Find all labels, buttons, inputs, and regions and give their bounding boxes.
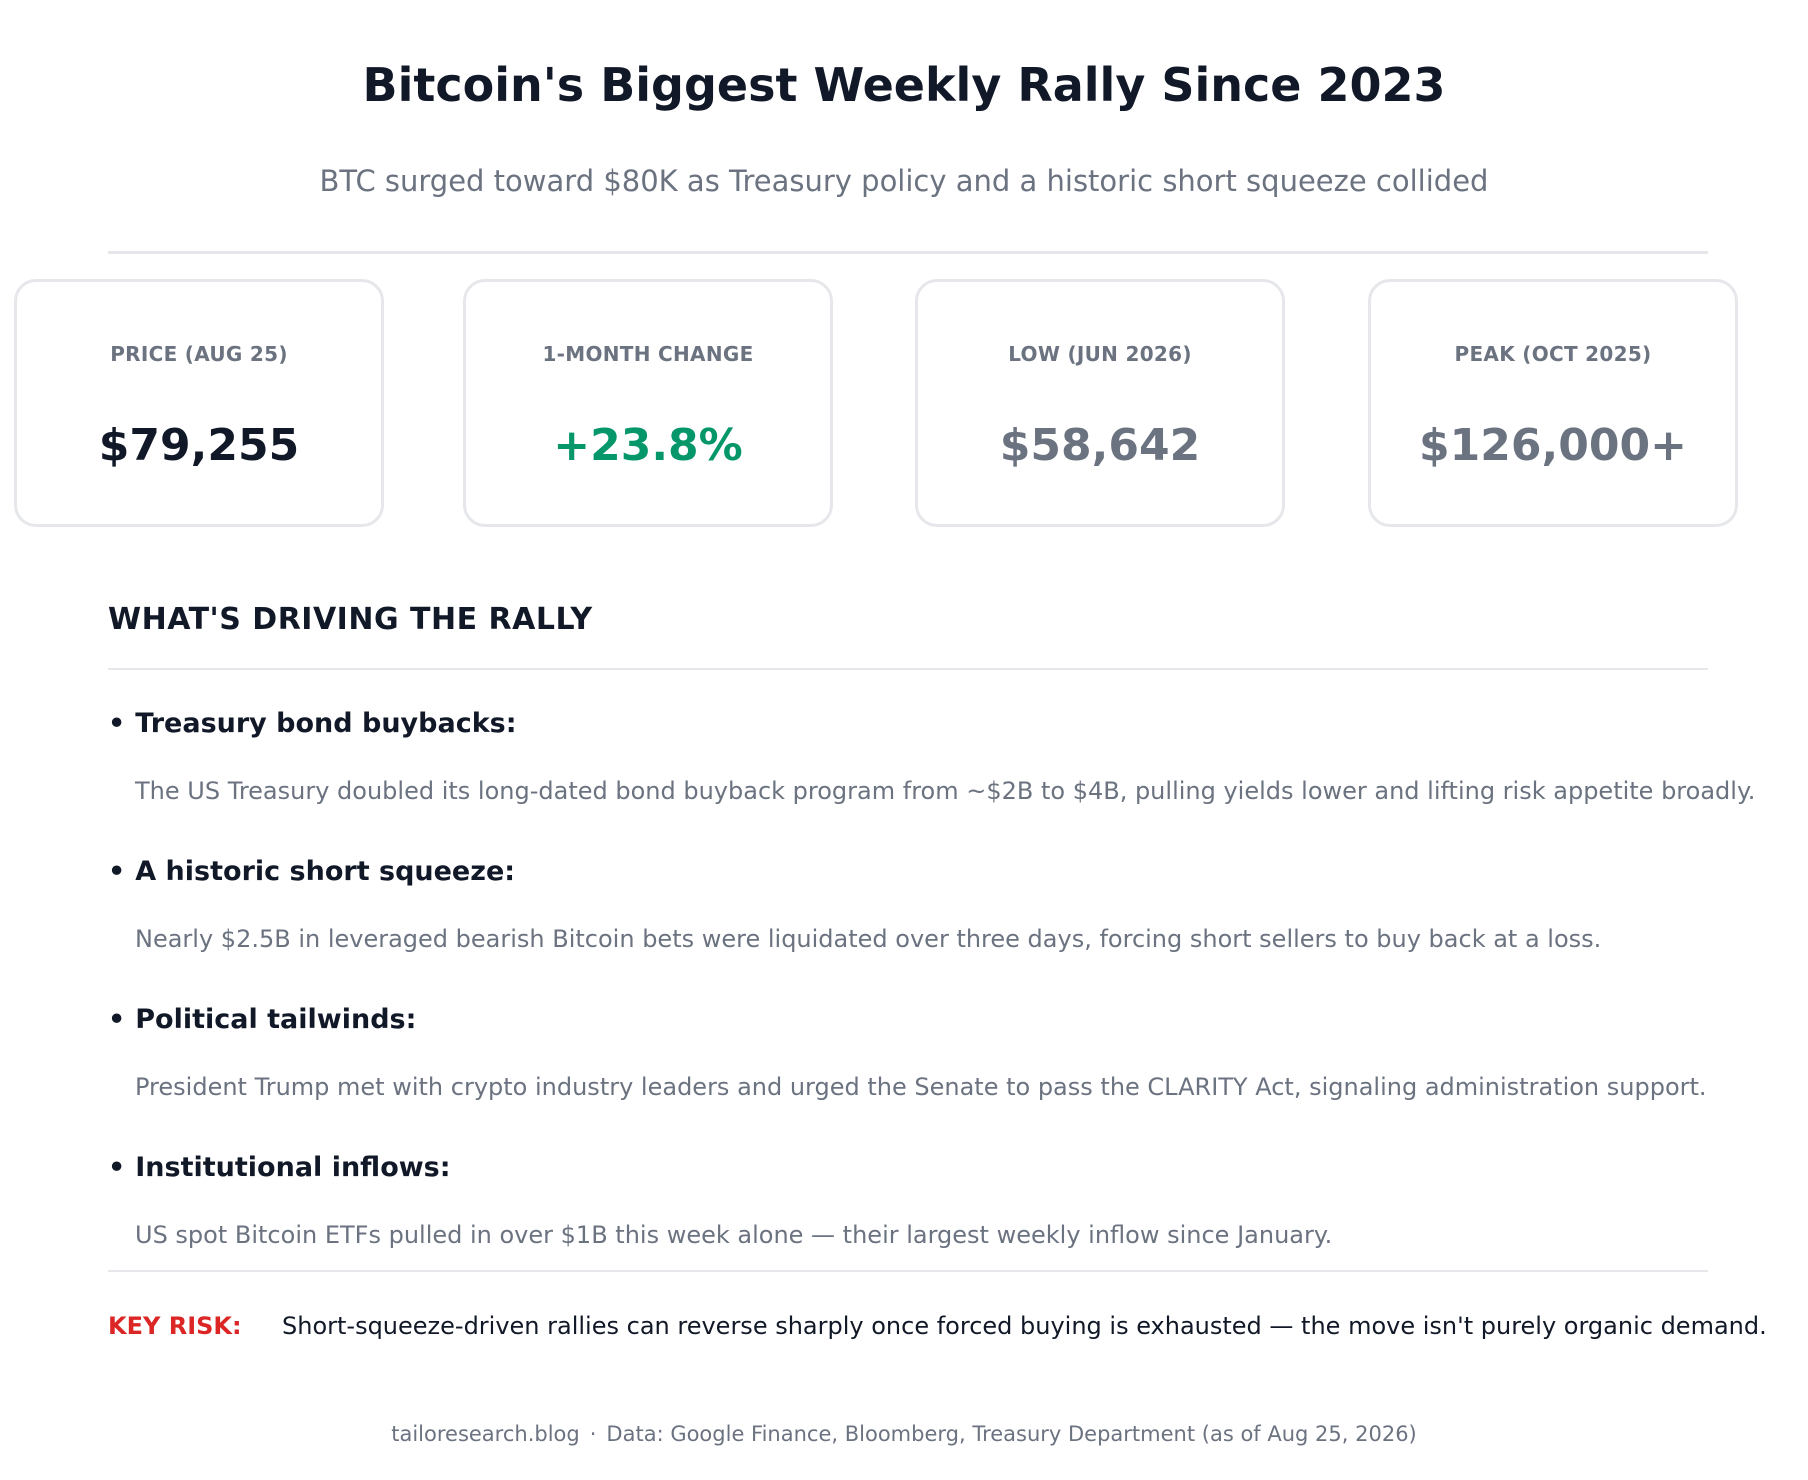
stat-value-change: +23.8% <box>553 420 743 471</box>
bullet-icon: • <box>108 856 126 887</box>
stat-card-change: 1-MONTH CHANGE +23.8% <box>463 279 833 527</box>
section-divider <box>108 668 1708 670</box>
stat-value-peak: $126,000+ <box>1419 420 1687 471</box>
driver-text: US spot Bitcoin ETFs pulled in over $1B … <box>135 1221 1333 1249</box>
footer-source: Data: Google Finance, Bloomberg, Treasur… <box>606 1422 1417 1446</box>
driver-title-text: Political tailwinds: <box>135 1004 417 1035</box>
stat-label-low: LOW (JUN 2026) <box>1008 342 1192 366</box>
section-heading: WHAT'S DRIVING THE RALLY <box>108 602 593 637</box>
driver-text: Nearly $2.5B in leveraged bearish Bitcoi… <box>135 925 1602 953</box>
stat-value-low: $58,642 <box>999 420 1201 471</box>
driver-text: The US Treasury doubled its long-dated b… <box>135 777 1756 805</box>
footer-site: tailoresearch.blog <box>391 1422 580 1446</box>
driver-title-text: A historic short squeeze: <box>135 856 516 887</box>
stat-label-price: PRICE (AUG 25) <box>110 342 288 366</box>
key-risk-label: KEY RISK: <box>108 1312 242 1340</box>
stat-card-low: LOW (JUN 2026) $58,642 <box>915 279 1285 527</box>
driver-title-text: Institutional inflows: <box>135 1152 451 1183</box>
stat-label-peak: PEAK (OCT 2025) <box>1454 342 1652 366</box>
driver-title: • Treasury bond buybacks: <box>108 708 517 739</box>
bullet-icon: • <box>108 1004 126 1035</box>
driver-text: President Trump met with crypto industry… <box>135 1073 1707 1101</box>
bullet-icon: • <box>108 708 126 739</box>
page-subtitle: BTC surged toward $80K as Treasury polic… <box>319 164 1489 198</box>
risk-divider <box>108 1270 1708 1272</box>
stat-card-price: PRICE (AUG 25) $79,255 <box>14 279 384 527</box>
header-divider <box>108 251 1708 254</box>
footer: tailoresearch.blog · Data: Google Finance,… <box>0 1422 1808 1446</box>
footer-separator: · <box>589 1422 597 1446</box>
driver-title-text: Treasury bond buybacks: <box>135 708 517 739</box>
driver-title: • Political tailwinds: <box>108 1004 416 1035</box>
page-title: Bitcoin's Biggest Weekly Rally Since 202… <box>362 58 1446 112</box>
driver-title: • Institutional inflows: <box>108 1152 451 1183</box>
stat-label-change: 1-MONTH CHANGE <box>542 342 754 366</box>
driver-title: • A historic short squeeze: <box>108 856 515 887</box>
bullet-icon: • <box>108 1152 126 1183</box>
stat-card-peak: PEAK (OCT 2025) $126,000+ <box>1368 279 1738 527</box>
stat-value-price: $79,255 <box>98 420 300 471</box>
key-risk-text: Short-squeeze-driven rallies can reverse… <box>282 1312 1767 1340</box>
